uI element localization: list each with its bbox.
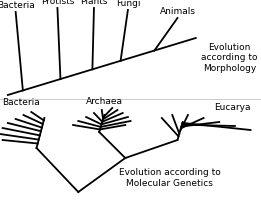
Text: Evolution according to
Molecular Genetics: Evolution according to Molecular Genetic… xyxy=(119,168,221,188)
Text: Fungi: Fungi xyxy=(116,0,140,8)
Text: Eucarya: Eucarya xyxy=(214,103,251,112)
Text: Evolution
according to
Morphology: Evolution according to Morphology xyxy=(201,43,258,73)
Text: Plants: Plants xyxy=(80,0,108,6)
Text: Bacteria: Bacteria xyxy=(2,98,40,107)
Text: Archaea: Archaea xyxy=(86,97,123,106)
Text: Bacteria: Bacteria xyxy=(0,1,34,10)
Text: Animals: Animals xyxy=(159,7,195,16)
Text: Protists: Protists xyxy=(41,0,74,6)
